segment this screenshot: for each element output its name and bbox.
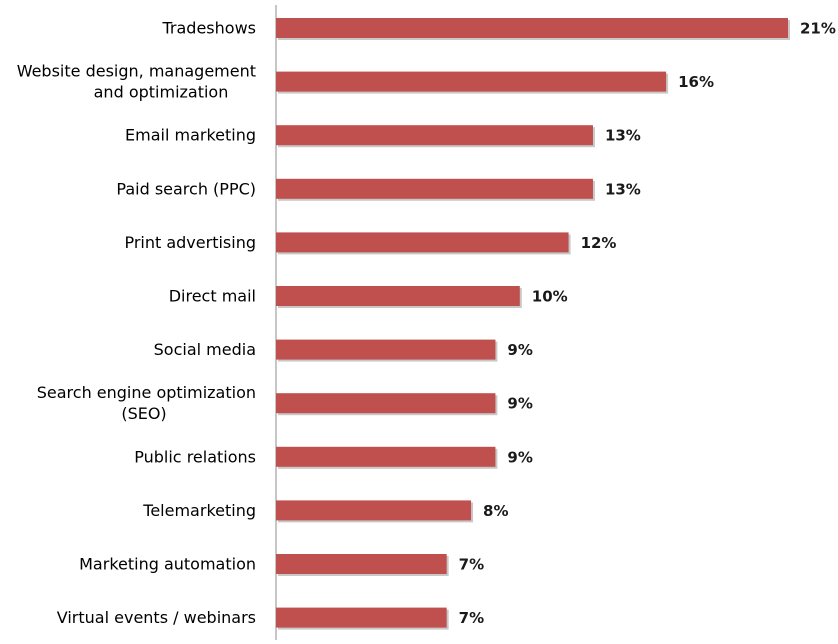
bar — [276, 178, 593, 199]
value-label: 10% — [532, 288, 568, 306]
bar — [276, 339, 496, 360]
category-label: Virtual events / webinars — [57, 608, 256, 627]
bar — [276, 393, 496, 414]
value-label: 13% — [605, 180, 641, 198]
value-label: 7% — [459, 609, 484, 627]
bar — [276, 125, 593, 146]
category-label: Paid search (PPC) — [116, 179, 256, 198]
category-label: Tradeshows — [162, 19, 257, 38]
category-label: Telemarketing — [142, 501, 256, 520]
category-label: Public relations — [134, 447, 256, 466]
value-label: 8% — [483, 502, 508, 520]
value-label: 13% — [605, 127, 641, 145]
value-label: 9% — [507, 395, 532, 413]
value-label: 7% — [459, 556, 484, 574]
bar — [276, 71, 667, 92]
category-label: Direct mail — [169, 287, 256, 306]
value-label: 9% — [507, 448, 532, 466]
bar — [276, 554, 447, 574]
bar — [276, 232, 569, 253]
bar — [276, 500, 472, 521]
bar — [276, 446, 496, 467]
category-labels: Tradeshows Website design, management and … — [17, 19, 256, 628]
category-label: Social media — [154, 340, 256, 359]
category-label: Website design, management and optimizati… — [17, 62, 256, 102]
value-label: 9% — [507, 341, 532, 359]
category-label: Marketing automation — [79, 555, 256, 574]
value-label: 21% — [800, 20, 836, 38]
bars-layer — [276, 18, 790, 630]
bar — [276, 18, 788, 38]
category-label: Email marketing — [125, 126, 256, 145]
bar — [276, 607, 447, 628]
value-label: 12% — [581, 234, 617, 252]
bar — [276, 286, 520, 306]
category-label: Search engine optimization (SEO) — [37, 383, 256, 423]
value-labels: 21% 16% 13% 13% 12% 10% 9% 9% 9% 8% 7% 7% — [459, 20, 836, 628]
value-label: 16% — [678, 73, 714, 91]
category-label: Print advertising — [124, 233, 256, 252]
